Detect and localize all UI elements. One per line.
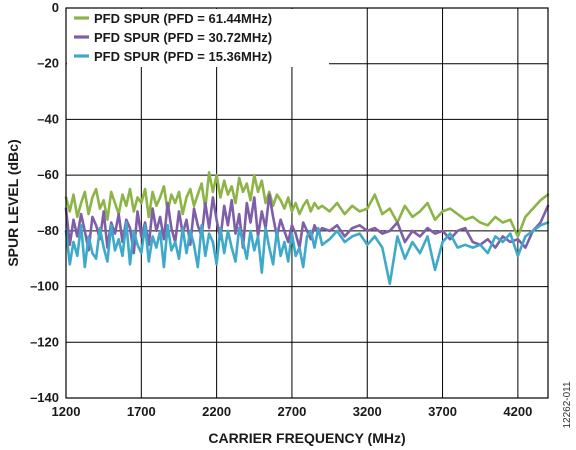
x-tick-label: 1700 [127, 404, 156, 419]
y-axis-label: SPUR LEVEL (dBc) [5, 139, 21, 266]
legend-background [67, 9, 329, 67]
x-axis-label: CARRIER FREQUENCY (MHz) [208, 430, 405, 446]
y-tick-label: –60 [37, 167, 59, 182]
series-line-1 [64, 171, 550, 238]
y-tick-labels: 0 –20 –40 –60 –80 –100 –120 –140 [30, 0, 59, 405]
legend-label: PFD SPUR (PFD = 30.72MHz) [94, 30, 272, 45]
y-tick-label: –120 [30, 334, 59, 349]
plot-frame [65, 7, 549, 399]
x-tick-label: 4200 [503, 404, 532, 419]
y-tick-label: –100 [30, 279, 59, 294]
legend-label: PFD SPUR (PFD = 15.36MHz) [94, 49, 272, 64]
x-tick-label: 2200 [202, 404, 231, 419]
x-tick-label: 2700 [277, 404, 306, 419]
legend: PFD SPUR (PFD = 61.44MHz) PFD SPUR (PFD =… [67, 9, 329, 67]
series-layer [64, 171, 550, 286]
legend-label: PFD SPUR (PFD = 61.44MHz) [94, 11, 272, 26]
y-tick-label: –20 [37, 56, 59, 71]
figure-id: 12262-011 [562, 381, 573, 429]
y-tick-label: 0 [52, 0, 59, 15]
x-tick-labels: 1200 1700 2200 2700 3200 3700 4200 [52, 404, 533, 419]
y-tick-label: –40 [37, 111, 59, 126]
x-tick-label: 1200 [52, 404, 81, 419]
x-tick-label: 3700 [428, 404, 457, 419]
x-tick-label: 3200 [353, 404, 382, 419]
y-tick-label: –80 [37, 223, 59, 238]
series-line-3 [64, 221, 550, 286]
y-tick-label: –140 [30, 390, 59, 405]
